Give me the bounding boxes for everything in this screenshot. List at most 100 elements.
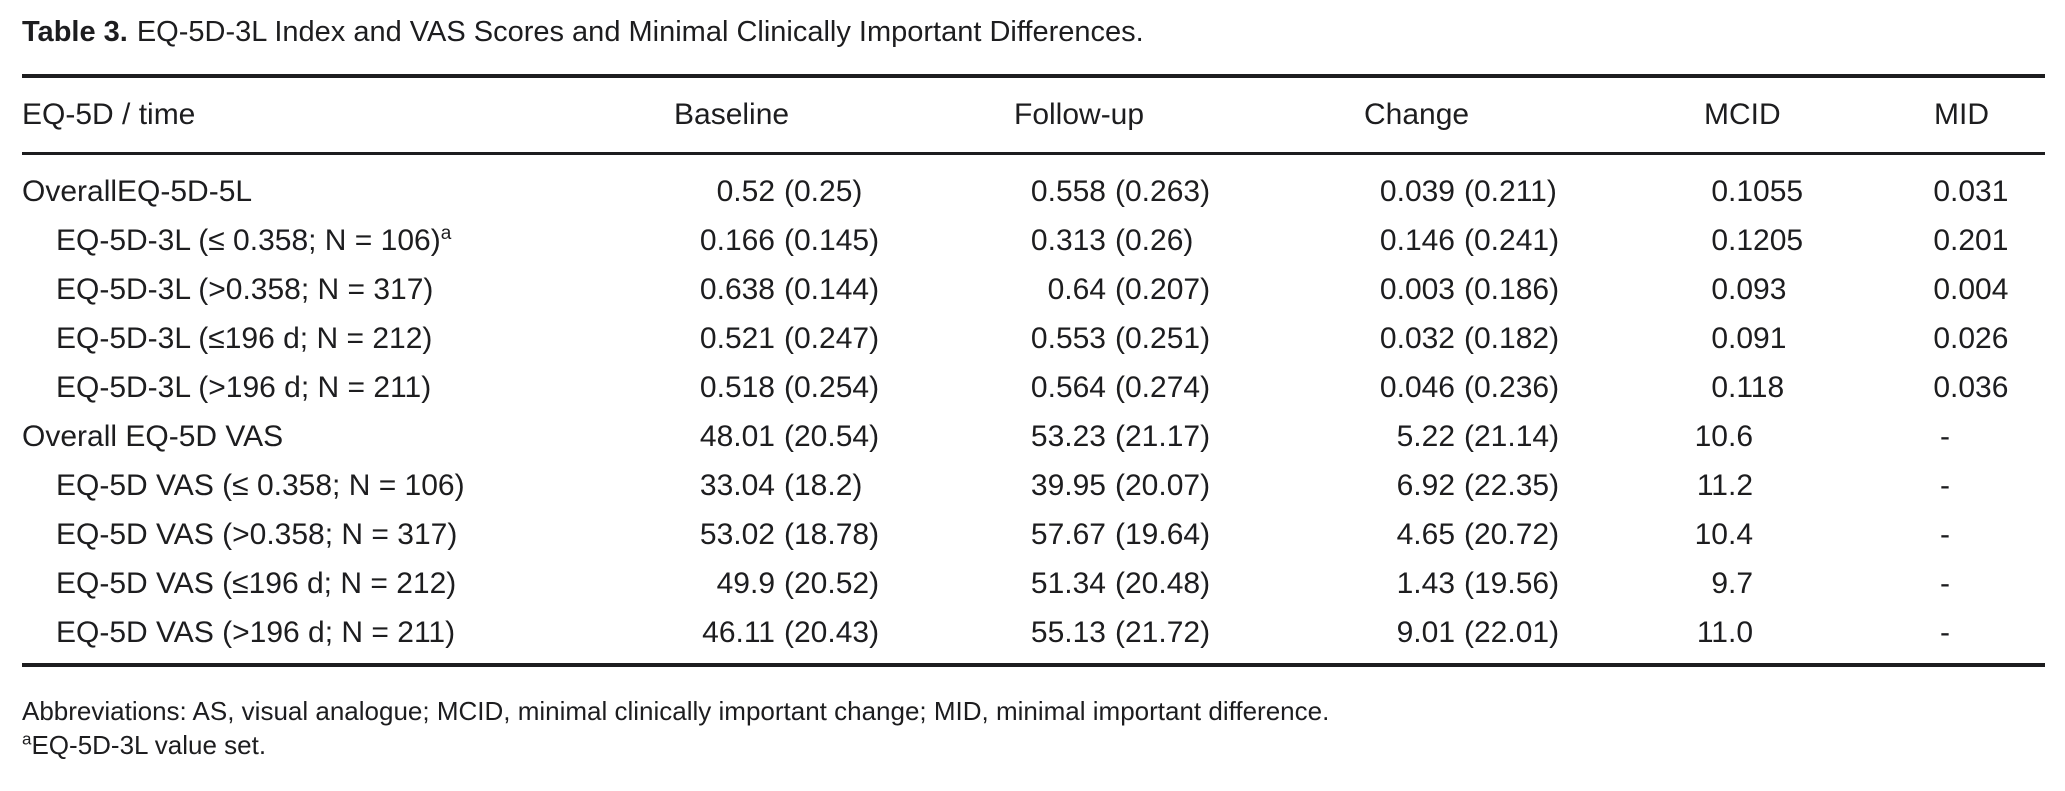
mid-value: 0.201 [1920,224,2045,258]
mcid-frac: .1205 [1728,223,1804,257]
column-header-mid: MID [1934,98,1989,131]
mid-int: - [1940,419,1950,453]
change-mean: 0.146 [1379,223,1455,257]
mcid-int: 10 [1694,419,1728,453]
mcid-int: 10 [1694,517,1728,551]
mcid-frac: .7 [1728,566,1754,600]
mcid-int: 11 [1696,615,1728,649]
table-header-row: EQ-5D / time Baseline Follow-up Change M… [22,78,2045,155]
row-label-text: EQ-5D VAS (>0.358; N = 317) [56,517,458,551]
mcid-value: 0.118 [1690,371,1920,405]
row-label-text: EQ-5D-3L (>0.358; N = 317) [56,272,434,306]
mcid-value: 0.1055 [1690,175,1920,209]
mcid-frac: .6 [1728,419,1754,453]
abbreviations-note: Abbreviations: AS, visual analogue; MCID… [22,696,1330,726]
followup-value: 0.564 (0.274) [1000,371,1350,405]
row-label-text: EQ-5D VAS (≤196 d; N = 212) [56,566,457,600]
mcid-frac: .1055 [1728,174,1804,208]
mid-frac: .026 [1950,321,2009,355]
followup-mean: 0.564 [1030,370,1106,404]
mcid-value: 10.6 [1690,420,1920,454]
followup-mean: 55.13 [1030,615,1106,649]
row-label: OverallEQ-5D-5L [22,175,660,209]
followup-mean: 0.64 [1047,272,1106,306]
change-mean: 1.43 [1396,566,1455,600]
table-row: EQ-5D-3L (>196 d; N = 211) 0.518 (0.254) 0.… [22,363,2045,412]
followup-sd: (0.26) [1115,223,1194,257]
baseline-sd: (0.254) [784,370,880,404]
followup-sd: (21.17) [1115,419,1211,453]
mid-int: - [1940,615,1950,649]
mid-value: 0.026 [1920,322,2045,356]
mid-int: 0 [1933,223,1950,257]
row-label: EQ-5D-3L (>196 d; N = 211) [22,371,660,405]
row-label: EQ-5D VAS (≤196 d; N = 212) [22,567,660,601]
baseline-mean: 0.52 [716,174,775,208]
table-row: EQ-5D-3L (>0.358; N = 317) 0.638 (0.144) 0.… [22,265,2045,314]
table-footnotes: Abbreviations: AS, visual analogue; MCID… [22,694,1329,762]
mid-int: 0 [1933,321,1950,355]
change-sd: (0.211) [1464,174,1557,208]
mid-frac: .036 [1950,370,2009,404]
change-value: 4.65 (20.72) [1350,518,1690,552]
column-header-mcid: MCID [1704,98,1781,131]
footnote-marker: a [440,222,452,244]
mid-value: - [1920,518,2045,552]
mid-int: 0 [1933,370,1950,404]
value-set-note: aEQ-5D-3L value set. [22,729,267,760]
baseline-value: 53.02 (18.78) [660,518,1000,552]
table-row: EQ-5D VAS (>0.358; N = 317) 53.02 (18.78) 5… [22,510,2045,559]
mcid-frac: .093 [1728,272,1787,306]
change-value: 0.146 (0.241) [1350,224,1690,258]
baseline-value: 49.9 (20.52) [660,567,1000,601]
mcid-value: 0.1205 [1690,224,1920,258]
change-mean: 0.039 [1379,174,1455,208]
footnote-marker: a [22,729,32,749]
row-label-text: Overall EQ-5D VAS [22,419,284,453]
mcid-int: 9 [1711,566,1728,600]
column-header-followup: Follow-up [1014,98,1145,131]
column-header-change: Change [1364,98,1470,131]
mcid-frac: .2 [1728,468,1754,502]
mid-frac: .201 [1950,223,2009,257]
change-value: 1.43 (19.56) [1350,567,1690,601]
followup-mean: 0.558 [1030,174,1106,208]
change-mean: 6.92 [1396,468,1455,502]
change-sd: (22.35) [1464,468,1560,502]
table-row: EQ-5D VAS (≤196 d; N = 212) 49.9 (20.52) 51… [22,559,2045,608]
change-sd: (22.01) [1464,615,1560,649]
followup-mean: 53.23 [1030,419,1106,453]
mid-value: - [1920,616,2045,650]
baseline-mean: 46.11 [702,615,775,649]
row-label: EQ-5D VAS (≤ 0.358; N = 106) [22,469,660,503]
row-label-text: EQ-5D-3L (>196 d; N = 211) [56,370,432,404]
followup-sd: (20.07) [1115,468,1211,502]
table-title: Table 3. EQ-5D-3L Index and VAS Scores an… [22,12,1144,52]
change-mean: 0.046 [1379,370,1455,404]
change-mean: 4.65 [1396,517,1455,551]
change-value: 0.032 (0.182) [1350,322,1690,356]
change-sd: (21.14) [1464,419,1560,453]
mid-int: - [1940,517,1950,551]
mid-value: 0.031 [1920,175,2045,209]
table-row: OverallEQ-5D-5L 0.52 (0.25) 0.558 (0.263) 0.0… [22,167,2045,216]
change-mean: 9.01 [1396,615,1455,649]
mid-value: - [1920,469,2045,503]
followup-mean: 0.553 [1030,321,1106,355]
baseline-mean: 0.518 [699,370,775,404]
mcid-value: 9.7 [1690,567,1920,601]
followup-value: 57.67 (19.64) [1000,518,1350,552]
column-header-baseline: Baseline [674,98,790,131]
followup-sd: (0.274) [1115,370,1211,404]
mcid-value: 11.2 [1690,469,1920,503]
mid-frac: .031 [1950,174,2009,208]
followup-mean: 51.34 [1030,566,1106,600]
followup-value: 0.313 (0.26) [1000,224,1350,258]
baseline-mean: 33.04 [699,468,775,502]
row-label-text: EQ-5D-3L (≤ 0.358; N = 106) [56,223,441,257]
mcid-value: 10.4 [1690,518,1920,552]
change-sd: (0.182) [1464,321,1560,355]
followup-value: 39.95 (20.07) [1000,469,1350,503]
row-label-text: OverallEQ-5D-5L [22,174,253,208]
